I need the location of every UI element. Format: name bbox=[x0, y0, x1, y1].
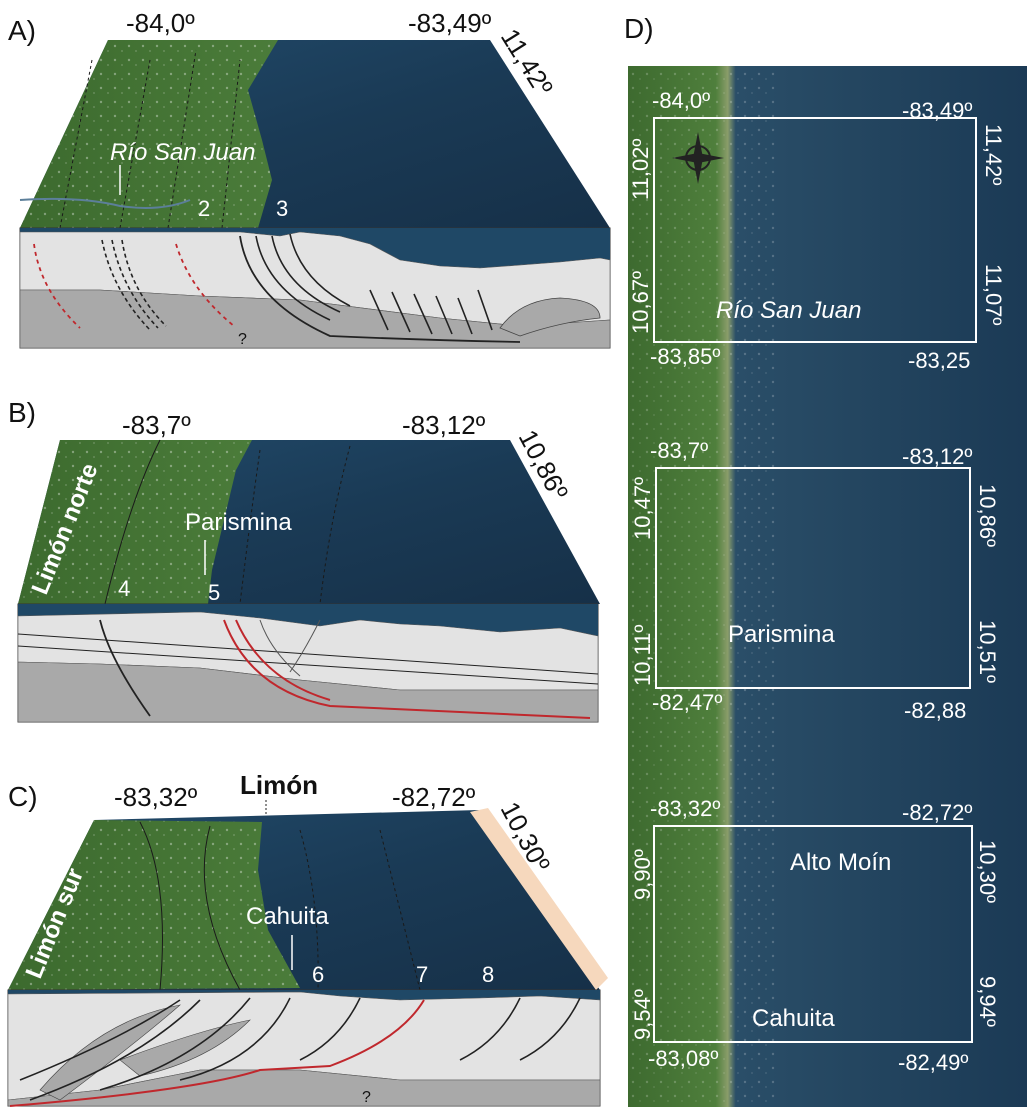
panel-c-letter: C) bbox=[8, 781, 38, 812]
panel-d-box2-tr: -83,12º bbox=[902, 444, 972, 469]
panel-d-box2-lat-bl: 10,11º bbox=[630, 625, 655, 686]
panel-d-box2-tl: -83,7º bbox=[650, 438, 708, 463]
compass-icon bbox=[672, 132, 724, 184]
panel-a-fault-trace bbox=[167, 49, 197, 229]
panel-c-city: Limón bbox=[240, 770, 318, 800]
panel-a-fault-trace bbox=[59, 59, 93, 229]
panel-c-fault-red bbox=[9, 999, 425, 1107]
panel-a-lon-left: -84,0º bbox=[126, 8, 195, 38]
panel-b: B) -83,7º -83,12º 10,86º Parismina Limón… bbox=[8, 397, 600, 723]
panel-d-box2-place: Parismina bbox=[728, 621, 835, 648]
panel-b-fault-red bbox=[235, 619, 331, 701]
panel-a-fault-red bbox=[175, 243, 235, 327]
panel-a-fault-2: 2 bbox=[198, 196, 210, 221]
panel-b-letter: B) bbox=[8, 397, 36, 428]
panel-d-box3-br: -82,49º bbox=[898, 1050, 968, 1075]
panel-a-lon-right: -83,49º bbox=[408, 8, 492, 38]
panel-d-box1-br: -83,25 bbox=[908, 348, 970, 373]
panel-a-section-sea bbox=[20, 228, 610, 268]
panel-a-crust-lower bbox=[19, 289, 611, 349]
panel-d-box3-bl: -83,08º bbox=[648, 1046, 718, 1071]
panel-c-town: Cahuita bbox=[246, 903, 329, 930]
panel-a: A) -84,0º -83,49º 11,42º Río San Juan 2 … bbox=[8, 8, 611, 349]
panel-d-box-2 bbox=[655, 467, 971, 689]
panel-c-fault-7: 7 bbox=[416, 962, 428, 987]
panel-c-fault-6: 6 bbox=[312, 962, 324, 987]
panel-a-letter: A) bbox=[8, 15, 36, 46]
panel-c-fault-8: 8 bbox=[482, 962, 494, 987]
panel-d-box1-tl: -84,0º bbox=[652, 88, 710, 113]
panel-d-box2-br: -82,88 bbox=[904, 698, 966, 723]
panel-c-section-sea bbox=[8, 990, 600, 1000]
panel-b-lon-right: -83,12º bbox=[402, 410, 486, 440]
panel-a-unknown: ? bbox=[238, 331, 247, 348]
panel-a-detachment bbox=[239, 235, 521, 343]
panel-c-lon-right: -82,72º bbox=[392, 782, 476, 812]
panel-d-box1-lat-tr: 11,42º bbox=[981, 124, 1006, 185]
panel-a-fault-3: 3 bbox=[276, 196, 288, 221]
panel-c-crust-lower bbox=[7, 1069, 601, 1107]
panel-d-box1-lat-bl: 10,67º bbox=[628, 271, 653, 334]
panel-d-box3-place-top: Alto Moín bbox=[790, 849, 891, 876]
panel-d-box1-place: Río San Juan bbox=[716, 297, 861, 324]
panel-a-fault-trace bbox=[119, 59, 151, 229]
panel-d: D) -84,0º -83,49º 11,02º 11,42º 10,67º 1… bbox=[624, 13, 1027, 1107]
panel-b-fault-4: 4 bbox=[118, 576, 130, 601]
panel-d-box2-lat-tl: 10,47º bbox=[630, 477, 655, 540]
panel-d-box2-bl: -82,47º bbox=[652, 690, 722, 715]
river-line bbox=[19, 197, 191, 209]
panel-b-fault-5: 5 bbox=[208, 580, 220, 605]
panel-d-box2-lat-tr: 10,86º bbox=[975, 484, 1000, 547]
panel-b-town: Parismina bbox=[185, 509, 292, 536]
panel-c-unknown: ? bbox=[362, 1089, 371, 1106]
panel-b-fault-red bbox=[223, 619, 591, 719]
panel-d-box-1 bbox=[653, 117, 977, 343]
panel-d-box1-lat-br: 11,07º bbox=[981, 264, 1006, 325]
panel-b-lon-left: -83,7º bbox=[122, 410, 191, 440]
panel-d-box1-lat-tl: 11,02º bbox=[628, 139, 653, 200]
panel-a-river-label: Río San Juan bbox=[110, 139, 255, 166]
panel-d-box3-tl: -83,32º bbox=[650, 796, 720, 821]
panel-c: C) -83,32º Limón -82,72º 10,30º Cahuita … bbox=[7, 770, 608, 1107]
panel-d-box3-lat-bl: 9,54º bbox=[630, 989, 655, 1040]
panel-d-box3-place-bottom: Cahuita bbox=[752, 1005, 835, 1032]
panel-a-fault-red bbox=[33, 243, 81, 329]
panel-d-box1-bl: -83,85º bbox=[650, 344, 720, 369]
panel-b-fault-trace bbox=[104, 439, 161, 605]
panel-d-box3-lat-br: 9,94º bbox=[975, 976, 1000, 1027]
panel-d-box2-lat-br: 10,51º bbox=[975, 620, 1000, 683]
panel-d-box1-tr: -83,49º bbox=[902, 98, 972, 123]
panel-c-edge-band bbox=[470, 808, 608, 990]
panel-d-letter: D) bbox=[624, 13, 654, 44]
panel-b-section-sea bbox=[18, 604, 598, 636]
panel-c-lon-left: -83,32º bbox=[114, 782, 198, 812]
panel-d-box-3 bbox=[653, 825, 973, 1043]
panel-d-box3-lat-tl: 9,90º bbox=[630, 849, 655, 900]
panel-a-wedge bbox=[499, 297, 601, 337]
panel-d-box3-lat-tr: 10,30º bbox=[975, 840, 1000, 903]
panel-a-fault-trace bbox=[221, 59, 241, 229]
panel-d-box3-tr: -82,72º bbox=[902, 800, 972, 825]
